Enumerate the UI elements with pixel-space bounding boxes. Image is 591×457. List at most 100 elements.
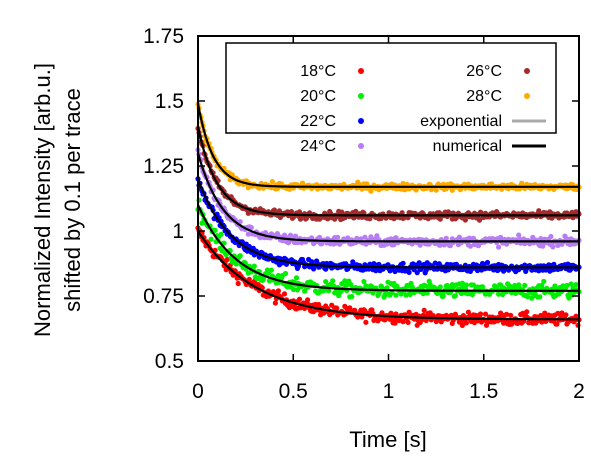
data-point [374,233,380,239]
data-point [477,311,484,317]
data-point [540,243,546,249]
data-point [292,233,299,239]
series-22°C [195,176,582,276]
x-tick-label: 1.5 [469,380,498,403]
data-point [400,260,406,266]
tick-layer: 0 0.5 1 1.5 2 0.5 0.75 1 1.25 1.5 1.75 [143,25,585,403]
data-point [363,283,369,289]
data-point [290,286,297,293]
legend-label: exponential [420,113,502,130]
data-point [399,210,405,216]
fit-line-28°C [196,103,579,188]
series-26°C [195,125,582,223]
fit-layer [196,103,579,321]
data-point [476,217,483,223]
data-point [393,311,399,317]
data-point [467,243,473,249]
data-point [233,261,239,267]
data-point [421,307,427,313]
data-point [335,234,341,240]
x-tick-label: 1 [383,380,395,403]
series-24°C [195,147,582,250]
data-point [342,278,348,284]
data-point [554,321,560,327]
data-point [551,261,557,267]
fit-line-22°C [196,178,579,269]
legend-items: 18°C 20°C 22°C 24°C 26°C 28°C exponential numer… [300,63,546,155]
data-point [224,256,230,263]
legend-marker [524,68,530,74]
data-point [524,309,530,315]
fit-line-24°C [196,152,579,243]
data-point [537,294,543,300]
data-point [391,242,397,248]
data-point [440,293,446,299]
data-point [345,235,351,241]
x-tick-label: 0.5 [279,380,308,403]
x-tick-label: 0 [192,380,204,403]
data-point [541,278,547,284]
data-point [550,244,556,250]
data-point [400,180,406,187]
y-tick-label: 1.25 [143,155,184,178]
data-point [349,294,355,300]
data-point [208,236,214,242]
data-point [573,282,579,288]
legend-label: 22°C [300,113,336,130]
data-point [484,259,491,266]
data-point [564,282,570,289]
data-point [237,253,243,259]
data-point [496,291,502,297]
data-point [559,310,565,316]
data-point [393,292,399,298]
data-point [508,312,514,318]
data-point [496,244,502,250]
legend-marker [358,118,364,124]
legend-label: 20°C [300,88,336,105]
data-point [237,219,243,225]
legend-marker [358,143,364,149]
legend: 18°C 20°C 22°C 24°C 26°C 28°C exponential numer… [225,42,557,155]
data-point [379,310,385,316]
fit-line-26°C [196,126,579,217]
data-point [323,279,329,285]
data-point [522,282,528,288]
data-point [362,234,368,240]
data-point [516,232,522,238]
data-point [563,312,569,318]
data-point [251,263,257,269]
legend-marker [358,93,364,99]
data-point [433,187,439,193]
y-axis-title-line2: shifted by 0.1 per trace [60,88,85,312]
data-point [463,282,469,288]
y-tick-label: 1.5 [155,90,184,113]
data-point [287,232,294,238]
data-point [245,231,251,237]
data-point [568,281,574,287]
x-tick-label: 2 [573,380,585,403]
data-point [248,225,254,231]
data-point [459,322,465,328]
data-point [452,293,458,299]
data-point [512,282,518,289]
data-point [268,267,274,273]
data-point [417,242,423,248]
data-point [269,179,275,185]
data-point [463,320,469,326]
legend-marker [358,68,364,74]
data-point [299,180,306,186]
data-point [392,320,398,326]
data-point [462,217,468,223]
data-point [282,270,289,277]
data-point [316,301,322,308]
data-point [403,292,409,298]
data-point [437,284,443,290]
data-point [361,278,367,285]
data-point [212,227,218,233]
data-point [309,259,315,265]
data-point [281,291,288,297]
legend-box [225,42,557,134]
data-point [330,278,336,284]
data-point [407,291,413,298]
data-point [288,209,295,215]
